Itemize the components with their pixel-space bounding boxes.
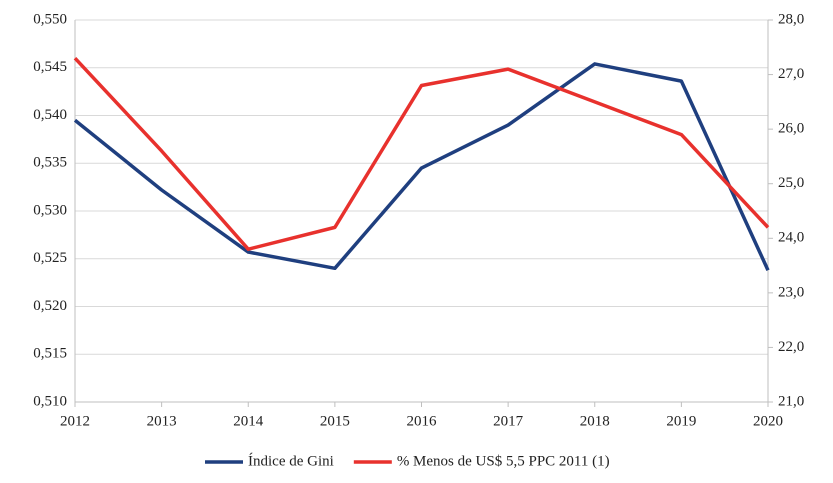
x-tick-label: 2014 [233,413,264,429]
series-line [73,57,770,251]
y-tick-label: 0,525 [33,250,67,266]
y2-tick-label: 27,0 [778,66,804,82]
x-tick-label: 2019 [666,413,696,429]
y-tick-label: 0,550 [33,11,67,27]
x-tick-label: 2015 [320,413,350,429]
y2-tick-label: 26,0 [778,121,804,137]
legend-label: % Menos de US$ 5,5 PPC 2011 (1) [397,453,610,469]
y-tick-label: 0,520 [33,298,67,314]
y-tick-label: 0,530 [33,202,67,218]
x-tick-label: 2018 [580,413,610,429]
series-line [73,62,770,271]
y2-tick-label: 25,0 [778,175,804,191]
legend-label: Índice de Gini [248,452,334,469]
x-tick-label: 2020 [753,413,783,429]
y2-tick-label: 23,0 [778,284,804,300]
x-tick-label: 2013 [147,413,177,429]
y-tick-label: 0,545 [33,59,67,75]
y-tick-label: 0,535 [33,155,67,171]
y2-tick-label: 28,0 [778,11,804,27]
x-tick-label: 2012 [60,413,90,429]
y2-tick-label: 21,0 [778,393,804,409]
x-tick-label: 2016 [407,413,438,429]
y2-tick-label: 22,0 [778,339,804,355]
y2-tick-label: 24,0 [778,230,804,246]
y-tick-label: 0,510 [33,393,67,409]
x-tick-label: 2017 [493,413,524,429]
y-tick-label: 0,540 [33,107,67,123]
y-tick-label: 0,515 [33,346,67,362]
